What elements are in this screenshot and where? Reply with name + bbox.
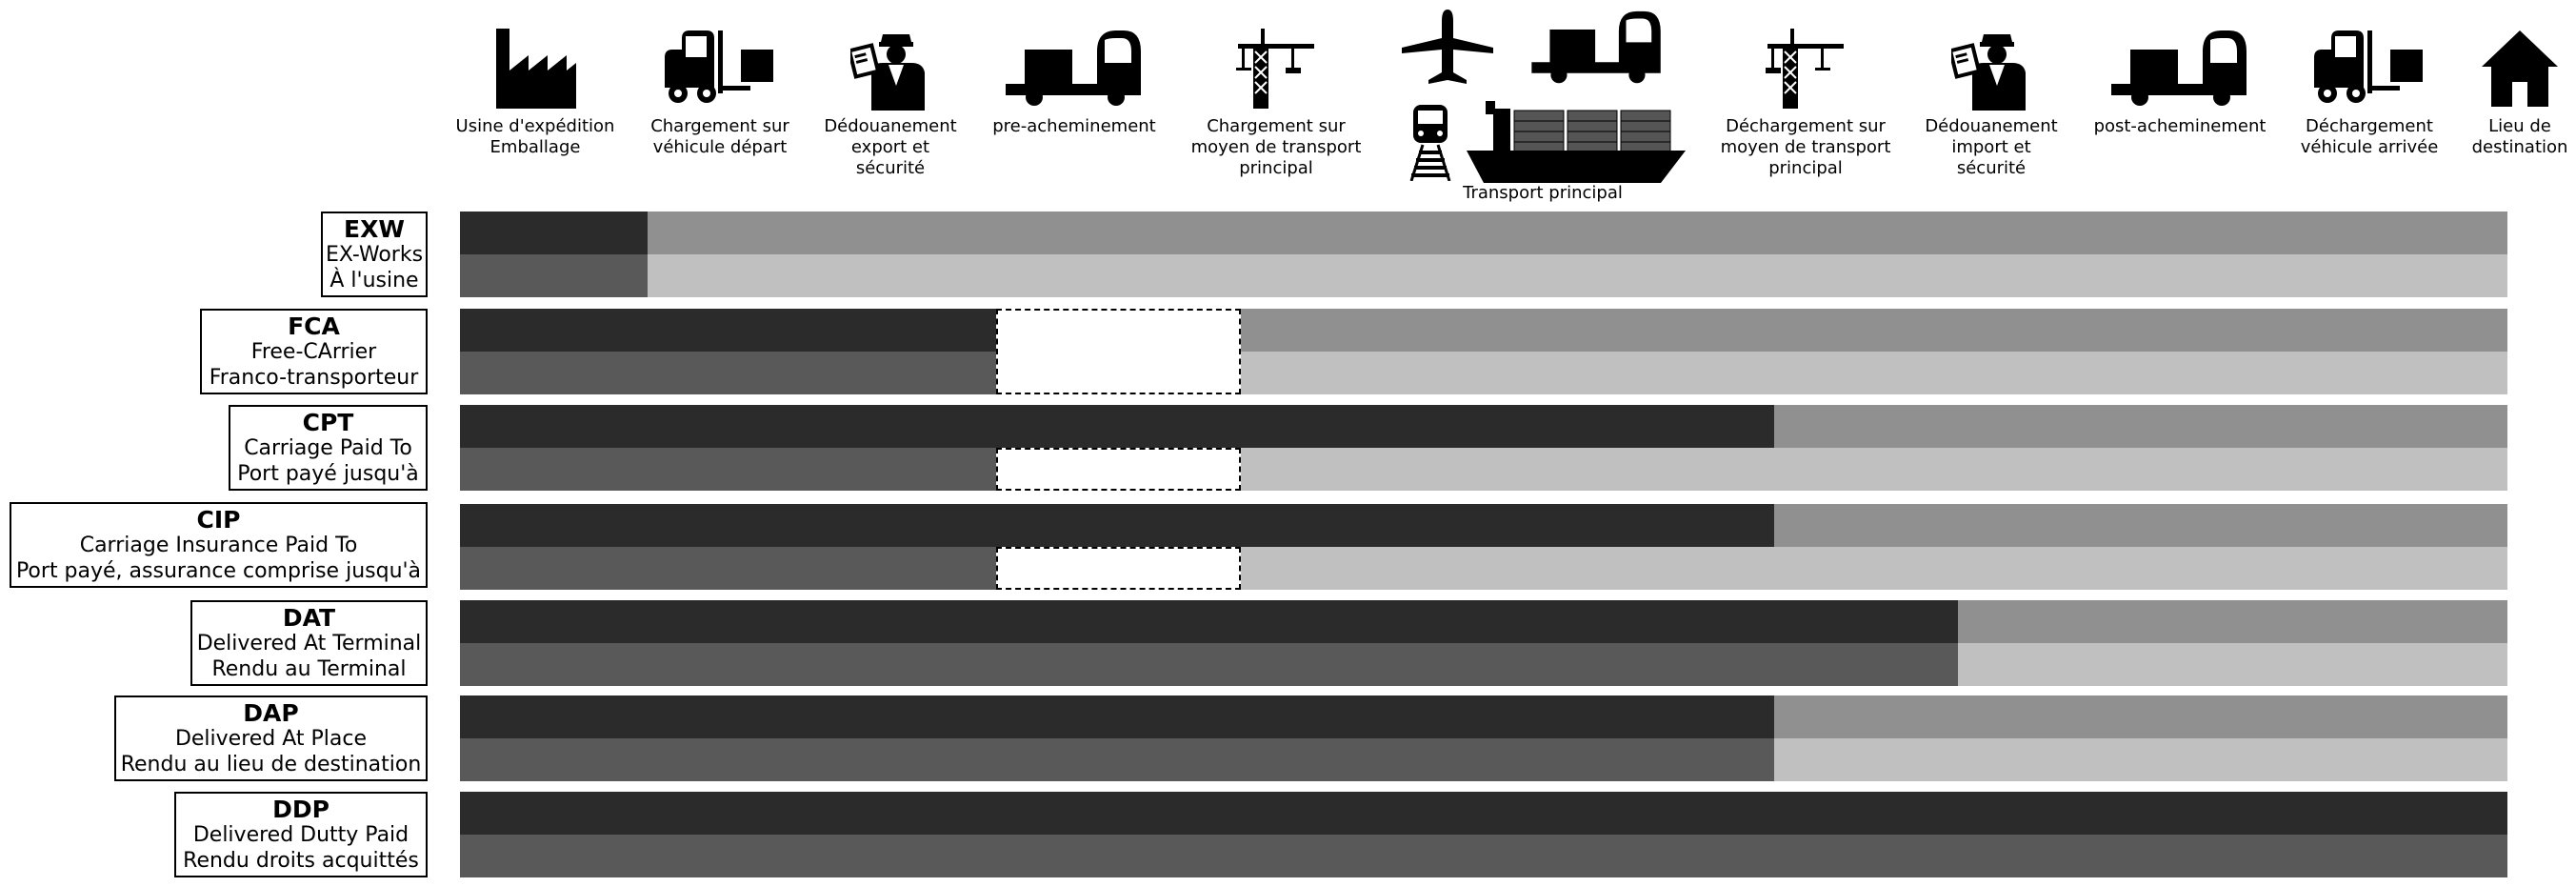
stage-label: Chargement sur véhicule départ (650, 116, 789, 157)
term-english: Delivered Dutty Paid (192, 822, 409, 847)
term-bars (460, 695, 2507, 781)
transfer-dashed-box (996, 547, 1241, 590)
term-box: CIP Carriage Insurance Paid To Port payé… (10, 502, 428, 588)
buyer-risk-segment (1774, 738, 2507, 781)
buyer-cost-segment (1774, 695, 2507, 738)
seller-risk-segment (460, 643, 1958, 686)
seller-risk-segment (460, 254, 648, 297)
stage-label: Chargement sur moyen de transport princi… (1190, 116, 1362, 178)
crane-icon (1236, 29, 1314, 109)
term-code: EXW (344, 214, 405, 243)
seller-cost-segment (460, 600, 1958, 643)
customs-officer-icon (850, 34, 925, 111)
house-icon (2482, 30, 2558, 107)
buyer-risk-segment (996, 547, 2507, 590)
term-french: Rendu droits acquittés (183, 848, 419, 873)
seller-risk-segment (460, 547, 996, 590)
buyer-cost-segment (1774, 405, 2507, 448)
stage-label: Usine d'expédition Emballage (455, 116, 615, 157)
term-english: Carriage Paid To (244, 435, 412, 460)
stage-label: Lieu de destination (2471, 116, 2568, 157)
term-english: Delivered At Terminal (196, 631, 422, 655)
stage-label: Déchargement sur moyen de transport prin… (1720, 116, 1891, 178)
buyer-risk-segment (648, 254, 2507, 297)
term-english: Delivered At Place (174, 726, 368, 751)
transfer-dashed-box (996, 309, 1241, 394)
term-english: EX-Works (325, 242, 424, 267)
term-code: DAP (243, 698, 299, 727)
term-bars (460, 405, 2507, 491)
stage-main-transport: Transport principal (1400, 0, 1686, 210)
airplane-icon (1402, 10, 1493, 84)
term-box: FCA Free-CArrier Franco-transporteur (200, 309, 428, 394)
term-bars (460, 309, 2507, 394)
stage-label: Déchargement véhicule arrivée (2300, 116, 2439, 157)
term-french: Port payé jusqu'à (237, 461, 419, 486)
buyer-risk-segment (1958, 643, 2507, 686)
term-code: CIP (196, 505, 241, 534)
term-code: DDP (272, 795, 329, 823)
seller-risk-segment (460, 448, 996, 491)
crane-icon (1766, 29, 1844, 109)
seller-cost-segment (460, 212, 648, 254)
buyer-cost-segment (1958, 600, 2507, 643)
term-box: EXW EX-Works À l'usine (321, 212, 428, 297)
stage-label: Transport principal (1463, 183, 1623, 203)
stage-label: Dédouanement export et sécurité (824, 116, 957, 178)
stage-label: pre-acheminement (992, 116, 1156, 136)
truck-icon (1006, 30, 1141, 106)
container-ship-icon (1467, 101, 1686, 183)
truck-icon (2111, 30, 2247, 106)
term-box: DDP Delivered Dutty Paid Rendu droits ac… (174, 792, 428, 877)
seller-cost-segment (460, 695, 1774, 738)
term-bars (460, 212, 2507, 297)
buyer-risk-segment (996, 448, 2507, 491)
term-bars (460, 792, 2507, 877)
term-english: Free-CArrier (250, 339, 377, 364)
buyer-cost-segment (648, 212, 2507, 254)
term-bars (460, 600, 2507, 686)
term-bars (460, 504, 2507, 590)
customs-officer-icon (1951, 34, 2026, 111)
transfer-dashed-box (996, 448, 1241, 491)
seller-cost-segment (460, 504, 1774, 547)
term-code: CPT (302, 408, 354, 436)
seller-cost-segment (460, 792, 2507, 835)
term-french: Franco-transporteur (209, 365, 419, 390)
term-code: DAT (282, 603, 336, 632)
term-french: Port payé, assurance comprise jusqu'à (15, 558, 422, 583)
buyer-cost-segment (1774, 504, 2507, 547)
term-box: CPT Carriage Paid To Port payé jusqu'à (229, 405, 428, 491)
forklift-icon (665, 30, 773, 103)
term-english: Carriage Insurance Paid To (79, 533, 358, 557)
term-code: FCA (288, 312, 340, 340)
forklift-icon (2314, 30, 2423, 103)
buyer-risk-segment (1241, 352, 2507, 394)
term-french: À l'usine (329, 268, 419, 292)
train-icon (1409, 105, 1451, 181)
term-box: DAP Delivered At Place Rendu au lieu de … (114, 695, 428, 781)
term-french: Rendu au Terminal (211, 656, 407, 681)
stage-label: Dédouanement import et sécurité (1925, 116, 2058, 178)
term-box: DAT Delivered At Terminal Rendu au Termi… (190, 600, 428, 686)
term-french: Rendu au lieu de destination (120, 752, 422, 776)
seller-risk-segment (460, 738, 1774, 781)
seller-risk-segment (460, 835, 2507, 877)
truck-icon (1531, 10, 1661, 84)
buyer-cost-segment (1241, 309, 2507, 352)
factory-icon (496, 29, 576, 109)
seller-cost-segment (460, 405, 1774, 448)
stage-label: post-acheminement (2093, 116, 2266, 136)
